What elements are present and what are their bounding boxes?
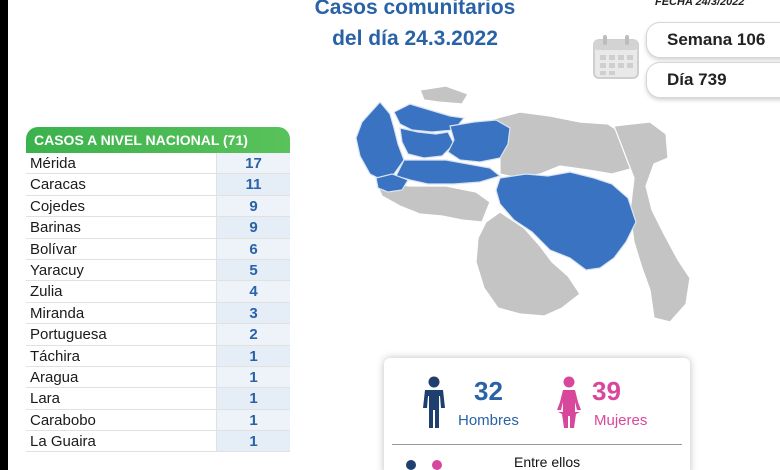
table-row: Táchira 1 [26, 345, 290, 367]
case-count: 2 [216, 324, 290, 345]
week-badge: Semana 106 [646, 22, 780, 58]
men-label: Hombres [458, 412, 519, 429]
map-region-llanos [395, 159, 502, 185]
woman-icon [557, 376, 581, 428]
case-count: 4 [216, 281, 290, 302]
table-row: Lara 1 [26, 388, 290, 410]
table-row: Miranda 3 [26, 302, 290, 325]
case-count: 1 [216, 409, 290, 431]
left-edge-bar [0, 0, 8, 470]
case-count: 6 [216, 238, 290, 259]
table-row: Portuguesa 2 [26, 324, 290, 346]
map-gray-regions [375, 85, 691, 323]
gender-stats-panel: 32 Hombres 39 Mujeres Entre ellos [384, 358, 690, 470]
table-row: Caracas 11 [26, 174, 290, 196]
state-name: Caracas [30, 176, 86, 194]
women-label: Mujeres [594, 412, 648, 429]
state-name: Miranda [30, 304, 85, 322]
state-name: Táchira [30, 347, 81, 365]
table-row: Zulia 4 [26, 281, 290, 303]
state-name: Aragua [30, 368, 79, 386]
child-icon-blue [406, 460, 416, 470]
case-count: 11 [216, 174, 290, 195]
date-label: FECHA 24/3/2022 [655, 0, 745, 8]
title-line-1: Casos comunitarios [314, 0, 516, 19]
case-count: 17 [216, 153, 290, 174]
state-name: Zulia [30, 283, 63, 301]
cases-table: CASOS A NIVEL NACIONAL (71) Mérida 17 Cara… [26, 127, 290, 453]
case-count: 9 [216, 217, 290, 238]
page-title: Casos comunitarios del día 24.3.2022 [270, 0, 560, 54]
title-line-2: del día 24.3.2022 [332, 27, 498, 50]
table-row: Carabobo 1 [26, 409, 290, 432]
map-region-gray-southwest [375, 181, 491, 223]
state-name: Lara [30, 390, 61, 408]
map-blue-regions [355, 101, 637, 271]
case-count: 1 [216, 345, 290, 366]
table-row: Barinas 9 [26, 217, 290, 239]
table-row: Yaracuy 5 [26, 259, 290, 282]
state-name: Mérida [30, 155, 76, 172]
men-count: 32 [474, 376, 503, 406]
entre-ellos-label: Entre ellos [514, 454, 581, 470]
case-count: 5 [216, 259, 290, 281]
state-name: Portuguesa [30, 326, 107, 344]
case-count: 9 [216, 195, 290, 217]
map-region-central [447, 119, 511, 163]
case-count: 1 [216, 431, 290, 452]
calendar-icon [593, 35, 639, 79]
man-icon [423, 376, 445, 428]
state-name: Yaracuy [30, 261, 84, 279]
day-badge: Día 739 [646, 62, 780, 98]
map-region-gray-east [613, 121, 691, 323]
case-count: 1 [216, 366, 290, 388]
child-icon-pink [432, 460, 442, 470]
map-region-zulia [355, 101, 405, 181]
map-region-andes [375, 173, 409, 193]
state-name: Barinas [30, 219, 81, 237]
table-body: Mérida 17 Caracas 11 Cojedes 9 Barinas 9 Bolívar… [26, 153, 290, 453]
table-row: Mérida 17 [26, 153, 290, 175]
state-name: Carabobo [30, 411, 96, 429]
table-header: CASOS A NIVEL NACIONAL (71) [26, 127, 290, 153]
map-region-gray-south [475, 211, 581, 317]
state-name: Bolívar [30, 240, 77, 258]
table-row: La Guaira 1 [26, 431, 290, 453]
state-name: Cojedes [30, 197, 86, 215]
venezuela-map [355, 85, 691, 323]
table-row: Aragua 1 [26, 366, 290, 389]
women-count: 39 [592, 376, 621, 406]
map-region-lara [399, 127, 455, 159]
case-count: 1 [216, 388, 290, 409]
table-row: Cojedes 9 [26, 195, 290, 218]
map-region-bolivar [495, 171, 637, 271]
map-region-gray-north [489, 111, 635, 179]
stats-divider [392, 444, 682, 445]
state-name: La Guaira [30, 433, 96, 451]
map-region-gray-islands [419, 85, 469, 105]
table-row: Bolívar 6 [26, 238, 290, 260]
case-count: 3 [216, 302, 290, 324]
